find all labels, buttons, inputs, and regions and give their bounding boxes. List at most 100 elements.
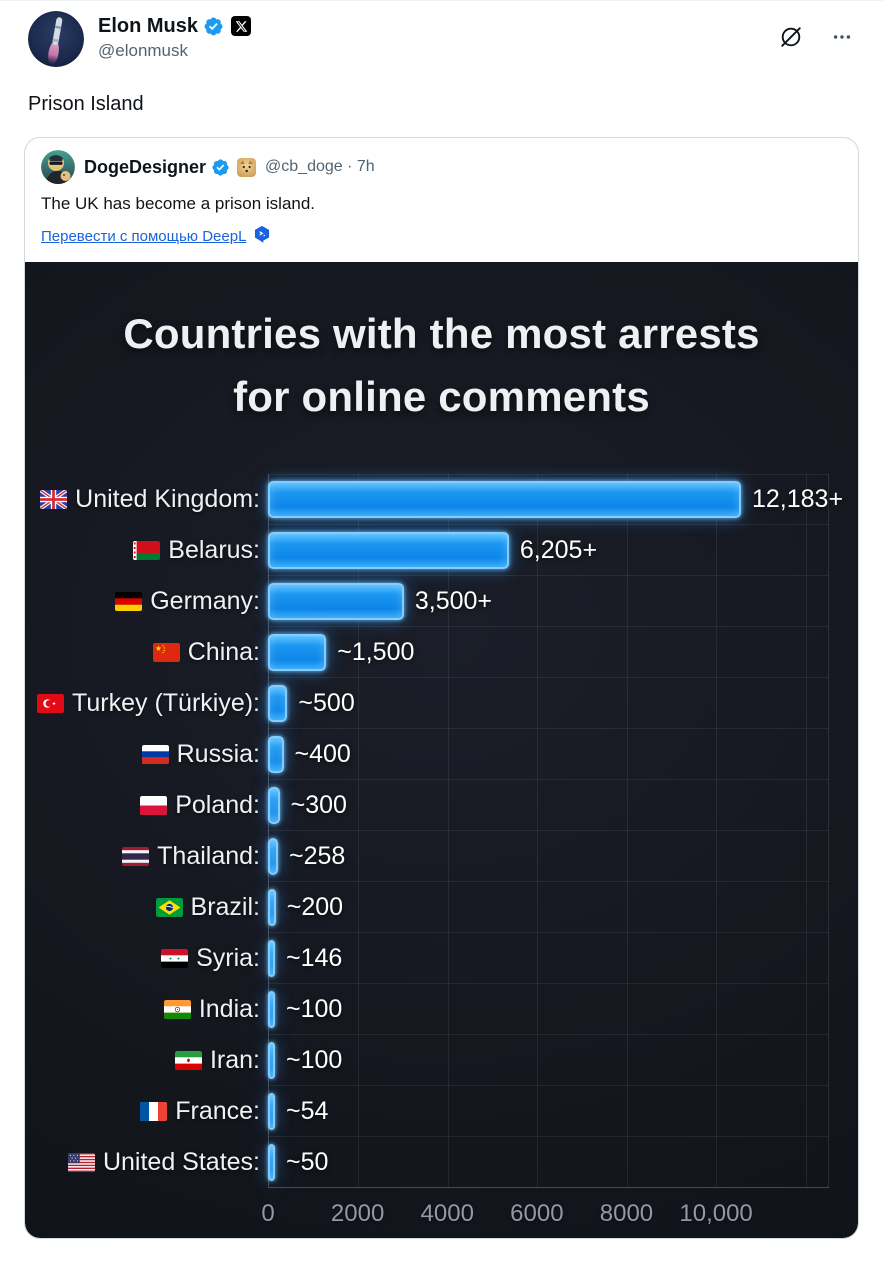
bar bbox=[268, 1144, 275, 1181]
plot-right-border bbox=[828, 474, 829, 1187]
bar bbox=[268, 583, 404, 620]
bar-value: ~1,500 bbox=[337, 638, 415, 666]
flag-turkey-icon bbox=[37, 694, 65, 713]
author-avatar[interactable] bbox=[28, 11, 84, 67]
chart-row: Poland: ~300 bbox=[25, 780, 858, 831]
bar-value: ~100 bbox=[286, 1046, 343, 1074]
author-name[interactable]: Elon Musk bbox=[98, 15, 199, 37]
chart-row: Syria: ~146 bbox=[25, 933, 858, 984]
x-affiliate-badge-icon[interactable] bbox=[231, 16, 252, 36]
bar-value: ~50 bbox=[286, 1148, 329, 1176]
bar-value: 12,183+ bbox=[751, 485, 844, 513]
flag-china-icon bbox=[152, 643, 180, 662]
bar-value: ~54 bbox=[286, 1097, 329, 1125]
gridline bbox=[447, 474, 449, 1187]
bar-value: ~146 bbox=[286, 944, 343, 972]
flag-russia-icon bbox=[141, 745, 169, 764]
x-tick-label: 6000 bbox=[510, 1200, 564, 1227]
gridline bbox=[626, 474, 628, 1187]
quote-author-avatar[interactable] bbox=[41, 150, 75, 184]
flag-poland-icon bbox=[140, 796, 168, 815]
category-label: Germany: bbox=[150, 587, 260, 615]
quote-author-name[interactable]: DogeDesigner bbox=[84, 156, 207, 177]
category-label: Belarus: bbox=[168, 536, 260, 564]
flag-iran-icon bbox=[174, 1051, 202, 1070]
chart-row: Turkey (Türkiye): ~500 bbox=[25, 678, 858, 729]
category-label: China: bbox=[187, 638, 260, 666]
bar-value: ~300 bbox=[290, 791, 347, 819]
bar bbox=[268, 634, 327, 671]
category-label: Poland: bbox=[175, 791, 260, 819]
bar-value: 3,500+ bbox=[414, 587, 493, 615]
gridline bbox=[358, 474, 360, 1187]
bar bbox=[268, 991, 275, 1028]
doge-affiliate-badge-icon[interactable] bbox=[237, 157, 257, 177]
author-names: Elon Musk @elonmusk bbox=[98, 11, 252, 62]
bar-value: ~100 bbox=[286, 995, 343, 1023]
quote-verified-badge-icon bbox=[211, 158, 230, 177]
x-tick-label: 2000 bbox=[330, 1200, 385, 1227]
bar bbox=[268, 889, 276, 926]
chart-row: India: ~100 bbox=[25, 984, 858, 1035]
bar bbox=[268, 940, 275, 977]
chart-row: Iran: ~100 bbox=[25, 1035, 858, 1086]
bar-value: ~500 bbox=[298, 689, 355, 717]
bar-value: ~200 bbox=[286, 893, 344, 921]
doge-avatar-image bbox=[41, 150, 75, 184]
quoted-tweet-card[interactable]: DogeDesigner @cb_doge · 7h bbox=[24, 137, 859, 1239]
bar bbox=[268, 1093, 275, 1130]
author-handle[interactable]: @elonmusk bbox=[98, 41, 189, 60]
category-label: Turkey (Türkiye): bbox=[72, 689, 260, 717]
more-options-icon[interactable] bbox=[831, 26, 853, 48]
flag-united-kingdom-icon bbox=[40, 490, 68, 509]
bar bbox=[268, 787, 280, 824]
quote-author-names: DogeDesigner @cb_doge · 7h bbox=[84, 157, 375, 178]
chart-media-image[interactable]: Countries with the most arrests for onli… bbox=[25, 262, 858, 1238]
flag-brazil-icon bbox=[155, 898, 183, 917]
gridline bbox=[716, 474, 718, 1187]
tweet-text: Prison Island bbox=[28, 93, 144, 115]
bar-value: ~400 bbox=[294, 740, 351, 768]
flag-thailand-icon bbox=[122, 847, 150, 866]
rocket-avatar-image bbox=[28, 11, 84, 67]
bar-value: 6,205+ bbox=[519, 536, 598, 564]
x-tick-label: 0 bbox=[261, 1200, 275, 1227]
tweet-actions bbox=[779, 11, 863, 49]
chart-row: United Kingdom: 12,183+ bbox=[25, 474, 858, 525]
category-label: France: bbox=[175, 1097, 260, 1125]
chart-row: Brazil: ~200 bbox=[25, 882, 858, 933]
chart-grid bbox=[268, 474, 829, 1188]
flag-india-icon bbox=[163, 1000, 191, 1019]
chart-rows: United Kingdom: 12,183+ Belarus: 6,205+ … bbox=[25, 474, 858, 1188]
verified-badge-icon bbox=[203, 16, 224, 37]
flag-france-icon bbox=[140, 1102, 168, 1121]
bar bbox=[268, 481, 741, 518]
quote-author-handle[interactable]: @cb_doge · 7h bbox=[265, 158, 375, 175]
category-label: United Kingdom: bbox=[75, 485, 260, 513]
grok-icon[interactable] bbox=[779, 25, 803, 49]
quote-timestamp: 7h bbox=[356, 158, 375, 175]
x-tick-label: 4000 bbox=[420, 1200, 474, 1227]
chart-row: United States: ~50 bbox=[25, 1137, 858, 1188]
chart-row: Thailand: ~258 bbox=[25, 831, 858, 882]
chart-row: Germany: 3,500+ bbox=[25, 576, 858, 627]
translate-link[interactable]: Перевести с помощью DeepL bbox=[41, 228, 247, 245]
category-label: Thailand: bbox=[157, 842, 260, 870]
bar bbox=[268, 838, 279, 875]
flag-syria-icon bbox=[161, 949, 189, 968]
category-label: Russia: bbox=[176, 740, 260, 768]
quote-text: The UK has become a prison island. bbox=[41, 194, 316, 213]
deepl-icon[interactable] bbox=[252, 224, 272, 249]
flag-united-states-icon bbox=[67, 1153, 95, 1172]
chart-title: Countries with the most arrests for onli… bbox=[123, 310, 760, 420]
x-tick-label: 8000 bbox=[599, 1200, 654, 1227]
flag-germany-icon bbox=[115, 592, 143, 611]
chart-row: China: ~1,500 bbox=[25, 627, 858, 678]
category-label: Iran: bbox=[209, 1046, 260, 1074]
category-label: Syria: bbox=[196, 944, 260, 972]
tweet-header: Elon Musk @elonmusk bbox=[0, 1, 883, 67]
gridline bbox=[805, 474, 807, 1187]
x-tick-label: 10,000 bbox=[679, 1200, 753, 1227]
chart-row: Belarus: 6,205+ bbox=[25, 525, 858, 576]
